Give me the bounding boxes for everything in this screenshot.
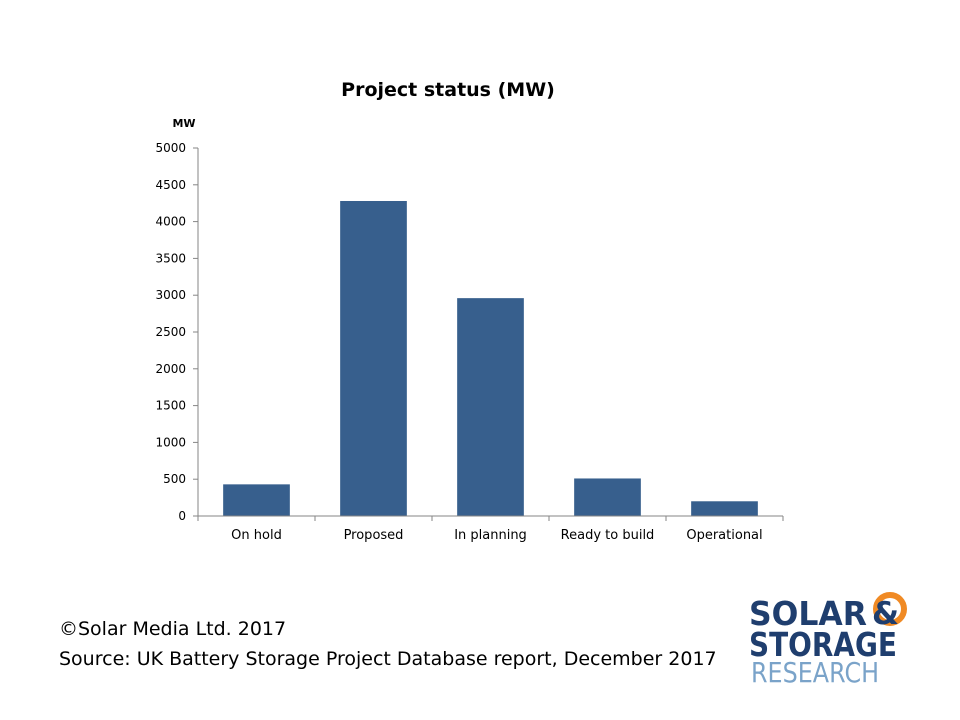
bar-operational xyxy=(691,501,758,516)
solar-storage-research-logo: SOLAR & STORAGE RESEARCH xyxy=(749,592,907,687)
logo-ampersand: & xyxy=(872,596,899,632)
x-category-label: In planning xyxy=(454,528,527,543)
bar-chart: Project status (MW) MW 0 500 1000 1500 2000 2… xyxy=(155,79,784,543)
x-axis-labels: On hold Proposed In planning Ready to build… xyxy=(197,516,784,543)
y-tick-label: 3500 xyxy=(155,251,186,265)
x-category-label: Operational xyxy=(686,528,762,543)
logo-orange-swirl-icon xyxy=(873,592,907,626)
x-category-label: Ready to build xyxy=(561,528,655,543)
y-tick-label: 0 xyxy=(178,509,186,523)
y-tick-label: 3000 xyxy=(155,288,186,302)
bar-ready-to-build xyxy=(574,478,641,516)
bars-group xyxy=(223,200,758,516)
y-tick-label: 5000 xyxy=(155,141,186,155)
logo-word-research: RESEARCH xyxy=(751,656,879,687)
bar-on-hold xyxy=(223,484,290,516)
logo-word-storage: STORAGE xyxy=(749,625,897,664)
bar-in-planning xyxy=(457,298,524,516)
y-tick-label: 4000 xyxy=(155,215,186,229)
y-tick-label: 2000 xyxy=(155,362,186,376)
logo-word-solar: SOLAR xyxy=(749,594,867,633)
source-note: Source: UK Battery Storage Project Datab… xyxy=(59,648,717,670)
y-tick-label: 4500 xyxy=(155,178,186,192)
bar-proposed xyxy=(340,200,407,516)
y-tick-label: 2500 xyxy=(155,325,186,339)
y-tick-label: 1000 xyxy=(155,435,186,449)
y-unit-label: MW xyxy=(172,117,195,130)
y-tick-label: 1500 xyxy=(155,399,186,413)
y-tick-label: 500 xyxy=(163,472,186,486)
copyright-notice: ©Solar Media Ltd. 2017 xyxy=(59,618,287,640)
y-axis-ticks: 0 500 1000 1500 2000 2500 3000 3500 4000 4500 5000 xyxy=(155,141,198,523)
x-category-label: Proposed xyxy=(344,528,404,543)
chart-title: Project status (MW) xyxy=(341,79,555,101)
x-category-label: On hold xyxy=(231,528,282,543)
